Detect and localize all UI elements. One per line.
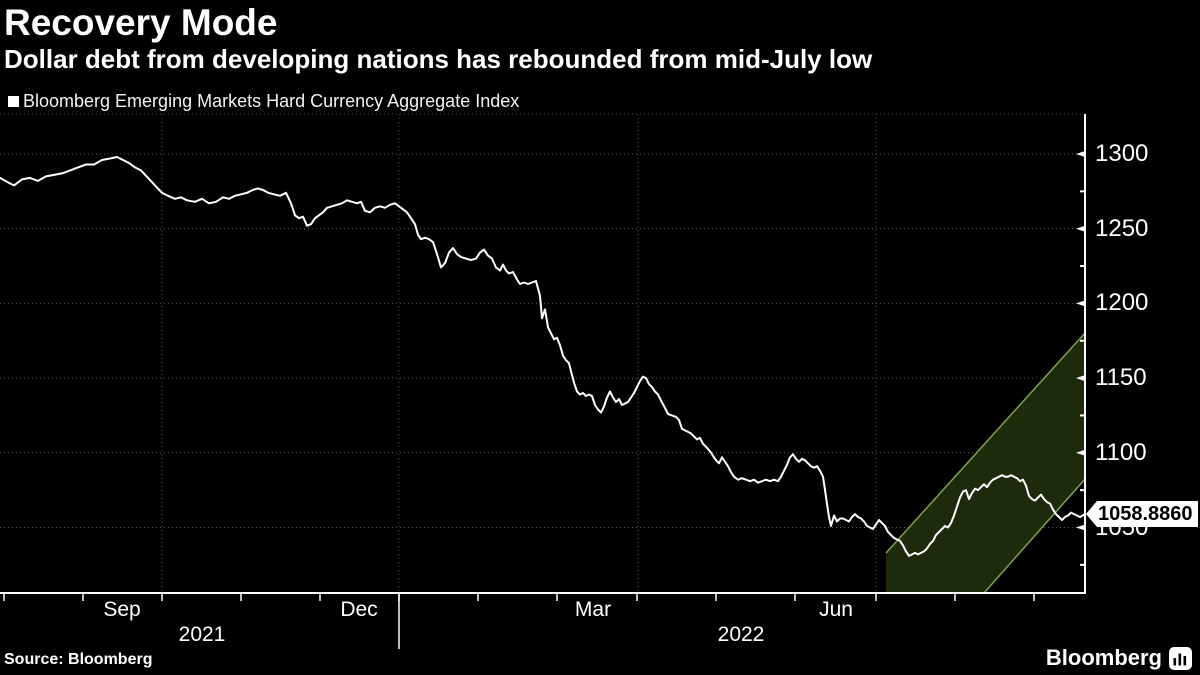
y-axis-label: 1200	[1095, 289, 1149, 317]
legend-swatch	[8, 96, 19, 107]
x-month-label: Jun	[819, 598, 853, 621]
trend-channel-upper-line	[885, 332, 1086, 554]
bloomberg-bars-icon	[1169, 646, 1192, 670]
y-major-tick	[1076, 524, 1085, 531]
legend-label: Bloomberg Emerging Markets Hard Currency…	[23, 91, 520, 111]
chart-title: Recovery Mode	[4, 2, 278, 43]
y-major-tick	[1076, 151, 1085, 157]
price-flag-arrow-icon	[1086, 501, 1097, 528]
y-axis-label: 1250	[1095, 214, 1149, 242]
x-year-label: 2021	[178, 623, 226, 646]
last-price-flag: 1058.8860	[1086, 501, 1198, 528]
x-month-label: Dec	[340, 598, 378, 621]
x-month-label: Sep	[103, 598, 141, 621]
y-major-tick	[1076, 225, 1085, 232]
y-major-tick	[1076, 375, 1085, 382]
x-month-label: Mar	[574, 598, 612, 621]
y-axis-label: 1100	[1095, 438, 1147, 466]
y-axis-label: 1300	[1095, 140, 1149, 167]
x-year-label: 2022	[717, 623, 765, 646]
price-flag-value: 1058.8860	[1097, 501, 1198, 528]
trend-channel-lower-line	[983, 478, 1086, 594]
source-note: Source: Bloomberg	[4, 651, 153, 668]
legend: Bloomberg Emerging Markets Hard Currency…	[8, 91, 519, 112]
index-line	[0, 156, 1086, 557]
bloomberg-logo-text: Bloomberg	[1045, 645, 1162, 670]
bloomberg-logo: Bloomberg	[1046, 645, 1192, 671]
trend-channel-fill	[886, 333, 1085, 593]
y-major-tick	[1076, 300, 1085, 307]
chart-subtitle: Dollar debt from developing nations has …	[4, 44, 873, 74]
y-axis-label: 1150	[1095, 364, 1147, 392]
y-major-tick	[1076, 449, 1085, 456]
